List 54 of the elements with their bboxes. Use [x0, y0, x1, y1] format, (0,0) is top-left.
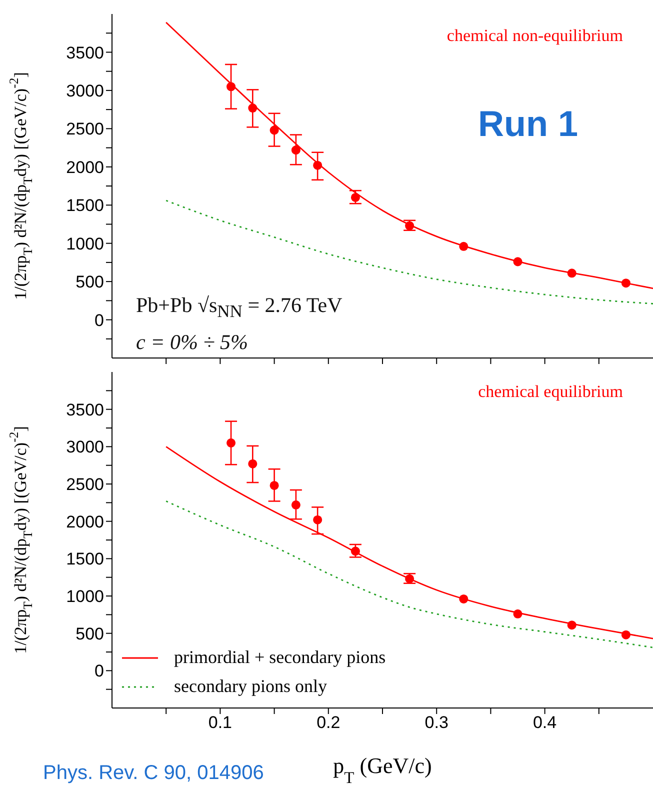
y-tick-label: 1000: [66, 234, 104, 254]
legend-label: secondary pions only: [174, 676, 327, 697]
point: [350, 192, 360, 202]
y-tick-label: 3000: [66, 438, 104, 457]
annotation: chemical non-equilibrium: [446, 26, 623, 46]
y-tick-label: 1500: [66, 550, 104, 569]
point: [567, 620, 576, 630]
y-tick-label: 500: [76, 624, 104, 644]
point: [313, 160, 322, 170]
point: [291, 146, 300, 155]
point: [459, 242, 468, 251]
point: [621, 278, 630, 288]
point: [405, 221, 414, 230]
y-tick-label: 0: [94, 662, 104, 681]
point: [248, 459, 258, 468]
point: [350, 546, 360, 556]
text: Phys. Rev. C 90, 014906: [43, 762, 264, 785]
point: [248, 104, 258, 113]
annotation: Run 1: [478, 103, 578, 145]
y-tick-label: 2500: [66, 475, 104, 494]
y-tick-label: 2000: [66, 512, 104, 532]
point: [270, 126, 279, 135]
x-tick-label: 0.3: [424, 713, 448, 732]
point: [270, 480, 279, 490]
line-series: [165, 446, 653, 640]
point: [567, 268, 576, 278]
x-tick-label: 0.4: [532, 713, 557, 732]
x-axis-title: p$_{T}$ (GeV/c): [333, 753, 432, 786]
x-tick-label: 0.1: [208, 713, 232, 732]
y-tick-label: 0: [94, 310, 104, 330]
point: [405, 574, 414, 584]
y-tick-label: 2500: [66, 120, 104, 139]
y-tick-label: 2000: [66, 158, 104, 177]
point: [513, 257, 522, 266]
y-tick-label: 1000: [66, 587, 104, 606]
y-tick-label: 3000: [66, 81, 104, 100]
annotation: c = 0% ÷ 5%: [136, 330, 248, 355]
point: [621, 630, 630, 640]
x-tick-label: 0.2: [316, 713, 340, 732]
point: [513, 609, 522, 618]
point: [313, 515, 322, 524]
point: [226, 438, 236, 448]
y-tick-label: 1500: [66, 196, 104, 216]
line-series: [165, 500, 653, 648]
y-tick-label: 3500: [66, 400, 104, 420]
point: [226, 82, 236, 92]
annotation: chemical equilibrium: [478, 382, 623, 402]
annotation: Pb+Pb √s$_{NN}$ = 2.76 TeV: [136, 293, 342, 322]
point: [291, 500, 300, 510]
y-tick-label: 500: [76, 272, 104, 292]
line-series: [165, 22, 653, 290]
point: [459, 594, 468, 604]
legend-label: primordial + secondary pions: [174, 647, 386, 668]
y-tick-label: 3500: [66, 43, 104, 62]
